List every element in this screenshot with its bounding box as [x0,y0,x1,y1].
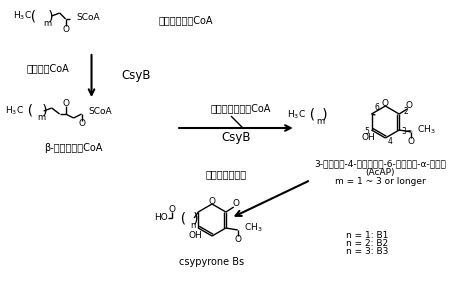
Text: 脂肪酸アシルCoA: 脂肪酸アシルCoA [159,15,213,25]
Text: OH: OH [188,232,202,241]
Text: H$_3$C: H$_3$C [13,10,32,22]
Text: 2: 2 [403,108,408,117]
Text: ): ) [320,108,329,122]
Text: CsyB: CsyB [121,69,151,82]
Text: SCoA: SCoA [89,108,112,117]
Text: O: O [209,197,216,207]
Text: O: O [62,24,69,34]
Text: O: O [62,98,69,108]
Text: n: n [191,220,196,230]
Text: 宿主による酸化: 宿主による酸化 [205,169,246,179]
Text: SCoA: SCoA [77,13,100,22]
Text: 3: 3 [401,127,406,137]
Text: CH$_3$: CH$_3$ [417,124,436,136]
Text: マロニルCoA: マロニルCoA [27,63,70,73]
Text: $\frown$: $\frown$ [403,125,415,135]
Text: CH$_3$: CH$_3$ [244,222,263,234]
Text: 6: 6 [374,104,379,113]
Text: O: O [382,100,389,108]
Text: O: O [406,102,412,110]
Text: (AcAP): (AcAP) [365,168,395,177]
Text: H$_3$C: H$_3$C [287,109,306,121]
Text: m: m [317,117,325,127]
Text: n = 1: B1: n = 1: B1 [346,230,388,239]
Text: O: O [232,199,239,208]
Text: n = 2: B2: n = 2: B2 [346,238,388,247]
Text: (: ( [25,104,33,118]
Text: HO: HO [155,214,168,222]
Text: β-ケトアシルCoA: β-ケトアシルCoA [45,143,103,153]
Text: H$_3$C: H$_3$C [5,105,24,117]
Text: 5: 5 [365,127,370,137]
Text: 3-アセチル-4-ヒドロキシ-6-アルキル-α-ピロン: 3-アセチル-4-ヒドロキシ-6-アルキル-α-ピロン [314,160,447,168]
Text: O: O [78,119,85,129]
Text: (: ( [28,9,37,23]
Text: m = 1 ~ 3 or longer: m = 1 ~ 3 or longer [335,177,426,187]
Text: アセトアセチルCoA: アセトアセチルCoA [211,103,271,113]
Text: (: ( [178,211,187,225]
Text: m: m [37,113,46,123]
Text: csypyrone Bs: csypyrone Bs [180,257,245,267]
Text: ): ) [46,9,55,23]
Text: ): ) [192,211,201,225]
Text: OH: OH [362,133,375,143]
Text: ): ) [41,104,49,118]
Text: n = 3: B3: n = 3: B3 [346,247,388,255]
Text: (: ( [307,108,315,122]
Text: O: O [169,205,176,214]
Text: 4: 4 [387,137,392,146]
Text: m: m [44,18,52,28]
Text: CsyB: CsyB [221,131,251,144]
Text: O: O [408,137,415,146]
Text: O: O [234,236,241,245]
